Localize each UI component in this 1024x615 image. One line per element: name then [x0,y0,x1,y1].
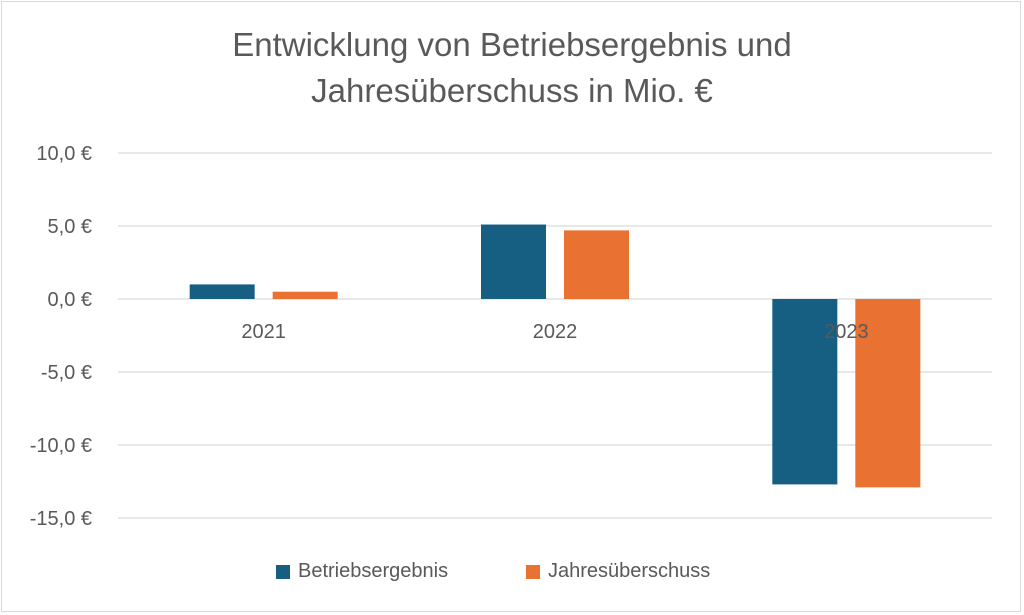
bar-jahresüberschuss-2022 [564,230,629,299]
bar-betriebsergebnis-2021 [189,284,255,299]
bar-jahresüberschuss-2023 [855,299,921,488]
legend-label: Betriebsergebnis [298,560,449,582]
legend-swatch-jahresueberschuss [526,564,540,579]
legend-swatch-betriebsergebnis [276,564,290,579]
y-tick-label: -10,0 € [30,435,92,457]
x-tick-label: 2021 [241,321,286,343]
chart-title-line-1: Entwicklung von Betriebsergebnis und [232,26,792,63]
x-tick-label: 2023 [824,321,869,343]
legend-item-betriebsergebnis: Betriebsergebnis [276,560,448,583]
bar-betriebsergebnis-2023 [772,299,838,485]
y-tick-label: -5,0 € [41,362,92,384]
bar-jahresüberschuss-2021 [272,291,338,299]
chart-title-line-2: Jahresüberschuss in Mio. € [311,72,713,109]
y-tick-label: 0,0 € [48,289,92,311]
y-tick-label: -15,0 € [30,508,92,530]
y-tick-label: 5,0 € [48,216,92,238]
x-tick-label: 2022 [533,321,578,343]
y-tick-label: 10,0 € [36,143,92,165]
bar-betriebsergebnis-2022 [481,224,546,299]
legend-item-jahresueberschuss: Jahresüberschuss [526,560,710,583]
legend-label: Jahresüberschuss [548,560,711,582]
